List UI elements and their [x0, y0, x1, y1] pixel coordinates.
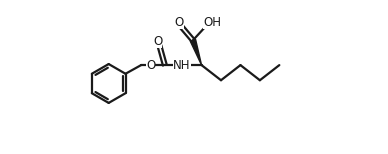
Text: O: O	[146, 59, 156, 72]
Polygon shape	[190, 39, 201, 65]
Text: O: O	[175, 16, 184, 29]
Text: OH: OH	[203, 16, 222, 29]
Text: NH: NH	[173, 59, 191, 72]
Text: O: O	[153, 35, 162, 48]
